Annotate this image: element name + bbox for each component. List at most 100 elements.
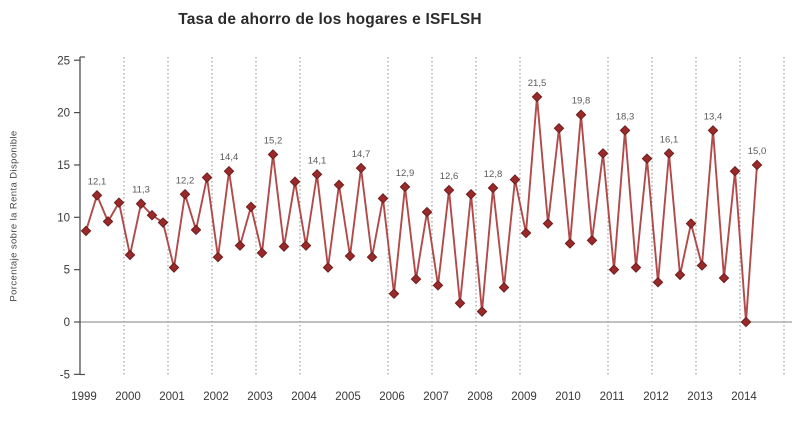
x-axis-year-label-2001: 2001	[159, 391, 185, 403]
savings-rate-series-line	[85, 95, 758, 323]
data-point-2013Q4	[729, 165, 741, 177]
data-point-2001Q4	[201, 172, 213, 183]
data-point-2003Q2	[267, 149, 279, 160]
y-axis-tick-label: 0	[64, 317, 70, 329]
x-axis-year-label-2003: 2003	[247, 391, 273, 403]
data-point-2006Q4	[421, 206, 433, 218]
x-axis-year-label-2002: 2002	[203, 391, 229, 403]
data-point-1999Q2	[91, 190, 103, 201]
x-axis-year-label-2013: 2013	[687, 391, 713, 403]
data-label-2009: 21,5	[528, 78, 547, 89]
data-point-2004Q3	[322, 262, 334, 273]
y-axis-tick-label: 10	[57, 212, 70, 224]
data-point-2006Q3	[410, 273, 422, 285]
x-axis-year-label-2004: 2004	[291, 391, 317, 403]
data-point-2013Q1	[696, 260, 708, 271]
data-point-2009Q4	[553, 122, 565, 134]
data-point-2010Q2	[575, 109, 587, 121]
data-point-2007Q1	[432, 280, 444, 291]
data-point-2000Q2	[135, 198, 147, 209]
data-label-2007: 12,6	[440, 171, 459, 182]
data-point-2009Q3	[542, 218, 554, 229]
data-label-2012: 16,1	[660, 134, 679, 145]
data-point-2000Q1	[124, 249, 136, 261]
data-point-2000Q4	[157, 217, 169, 228]
data-point-2011Q2	[619, 125, 631, 136]
data-point-2006Q1	[388, 288, 400, 300]
data-label-2013: 13,4	[704, 111, 723, 122]
data-point-2004Q2	[311, 169, 323, 180]
data-point-2014Q2	[751, 159, 763, 171]
data-point-2010Q4	[597, 148, 609, 159]
data-label-1999: 12,1	[88, 176, 107, 187]
data-point-2013Q2	[707, 125, 719, 136]
x-axis-year-label-2009: 2009	[511, 391, 537, 403]
x-axis-year-label-2008: 2008	[467, 391, 493, 403]
data-point-2011Q3	[630, 262, 642, 273]
data-label-2004: 14,1	[308, 155, 327, 166]
x-axis-year-label-2011: 2011	[600, 391, 625, 403]
data-point-2005Q2	[355, 162, 367, 174]
x-axis-year-label-2010: 2010	[555, 391, 581, 403]
data-point-1999Q4	[113, 197, 125, 208]
data-point-2002Q1	[212, 251, 224, 263]
data-point-2001Q1	[168, 262, 180, 273]
data-label-2010: 19,8	[572, 96, 591, 107]
data-point-2002Q3	[234, 240, 246, 251]
x-axis-year-label-2014: 2014	[731, 391, 757, 403]
data-label-2002: 14,4	[220, 152, 239, 163]
x-axis-year-label-2012: 2012	[643, 391, 669, 403]
y-axis-tick-label: 20	[57, 108, 70, 120]
data-point-2008Q1	[476, 306, 488, 317]
data-point-2010Q3	[586, 235, 598, 246]
data-point-2007Q2	[443, 184, 455, 196]
y-axis-tick-label: 5	[64, 265, 70, 277]
y-axis-tick-label: -5	[60, 369, 70, 381]
data-label-2005: 14,7	[352, 149, 371, 160]
data-point-2003Q4	[289, 176, 301, 188]
data-point-2014Q1	[740, 316, 752, 328]
data-point-2006Q2	[399, 181, 411, 193]
data-point-2005Q1	[344, 250, 356, 262]
data-point-2004Q4	[333, 179, 345, 191]
x-axis-year-label-2007: 2007	[423, 391, 449, 403]
data-point-2002Q4	[245, 201, 257, 213]
x-axis-year-label-2005: 2005	[335, 391, 361, 403]
data-point-2009Q1	[520, 227, 532, 239]
x-axis-year-label-1999: 1999	[71, 391, 97, 403]
data-point-2005Q3	[366, 251, 378, 263]
data-label-2006: 12,9	[396, 168, 415, 179]
data-point-2002Q2	[223, 165, 235, 177]
data-point-2001Q2	[179, 188, 191, 200]
data-point-2001Q3	[190, 224, 202, 236]
y-axis-tick-label: 25	[57, 55, 70, 67]
data-point-2008Q3	[498, 282, 510, 293]
data-point-2000Q3	[146, 209, 158, 221]
data-label-2011: 18,3	[616, 111, 635, 122]
data-point-2011Q4	[641, 153, 653, 164]
data-point-1999Q3	[102, 216, 114, 227]
data-label-2001: 12,2	[176, 175, 195, 186]
data-point-2003Q3	[278, 241, 290, 252]
data-label-2003: 15,2	[264, 135, 283, 146]
data-point-2012Q2	[663, 148, 675, 159]
data-point-2013Q3	[718, 272, 730, 284]
data-point-1999Q1	[80, 225, 92, 237]
x-axis-year-label-2006: 2006	[379, 391, 405, 403]
data-label-2014: 15,0	[748, 146, 767, 157]
data-label-2000: 11,3	[132, 185, 150, 196]
data-label-2008: 12,8	[484, 169, 503, 180]
data-point-2003Q1	[256, 247, 268, 259]
data-point-2004Q1	[300, 240, 312, 251]
data-point-2008Q4	[509, 174, 521, 185]
data-point-2007Q3	[454, 297, 466, 309]
data-point-2010Q1	[564, 238, 576, 249]
data-point-2008Q2	[487, 182, 499, 194]
x-axis-year-label-2000: 2000	[115, 391, 141, 403]
data-point-2007Q4	[465, 188, 477, 200]
data-point-2011Q1	[608, 264, 620, 275]
data-point-2005Q4	[377, 193, 389, 204]
data-point-2009Q2	[531, 91, 543, 103]
data-point-2012Q4	[685, 218, 697, 229]
